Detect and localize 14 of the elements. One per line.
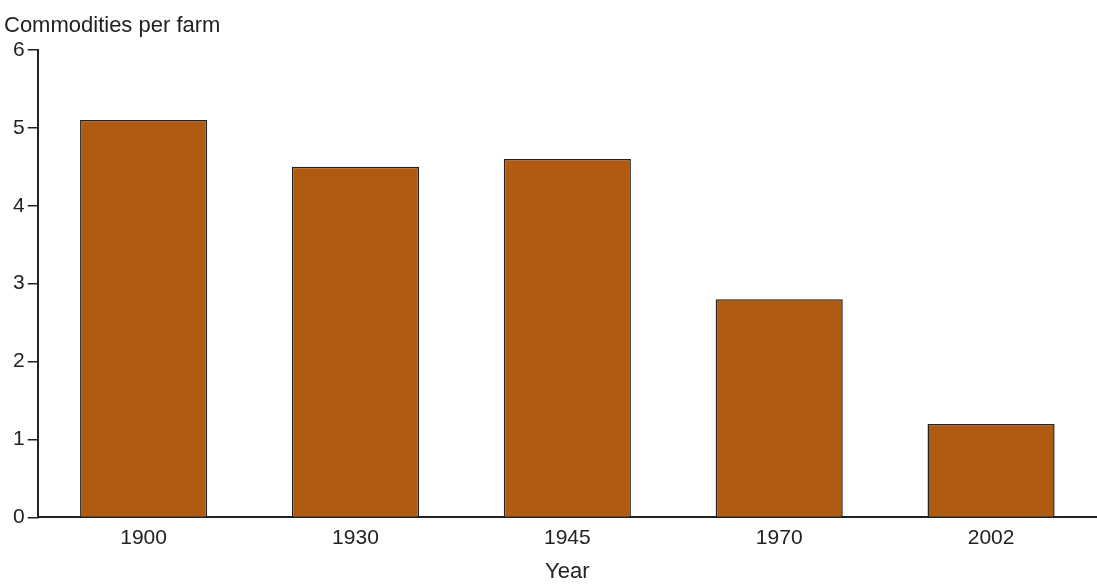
y-tick-label: 3 — [12, 270, 25, 294]
y-tick-label: 2 — [12, 348, 25, 372]
x-tick-label: 1945 — [543, 524, 591, 548]
y-tick-label: 4 — [12, 192, 25, 216]
y-tick-label: 0 — [12, 504, 25, 528]
y-axis-title: Commodities per farm — [4, 12, 221, 38]
x-tick-label: 1970 — [755, 524, 803, 548]
y-tick-label: 6 — [12, 36, 25, 60]
x-tick-label: 2002 — [967, 524, 1015, 548]
y-tick-label: 5 — [12, 114, 25, 138]
x-tick-label: 1900 — [120, 524, 167, 548]
x-tick-label: 1930 — [332, 524, 379, 548]
x-axis-title: Year — [545, 557, 590, 583]
y-tick-label: 1 — [12, 426, 25, 450]
